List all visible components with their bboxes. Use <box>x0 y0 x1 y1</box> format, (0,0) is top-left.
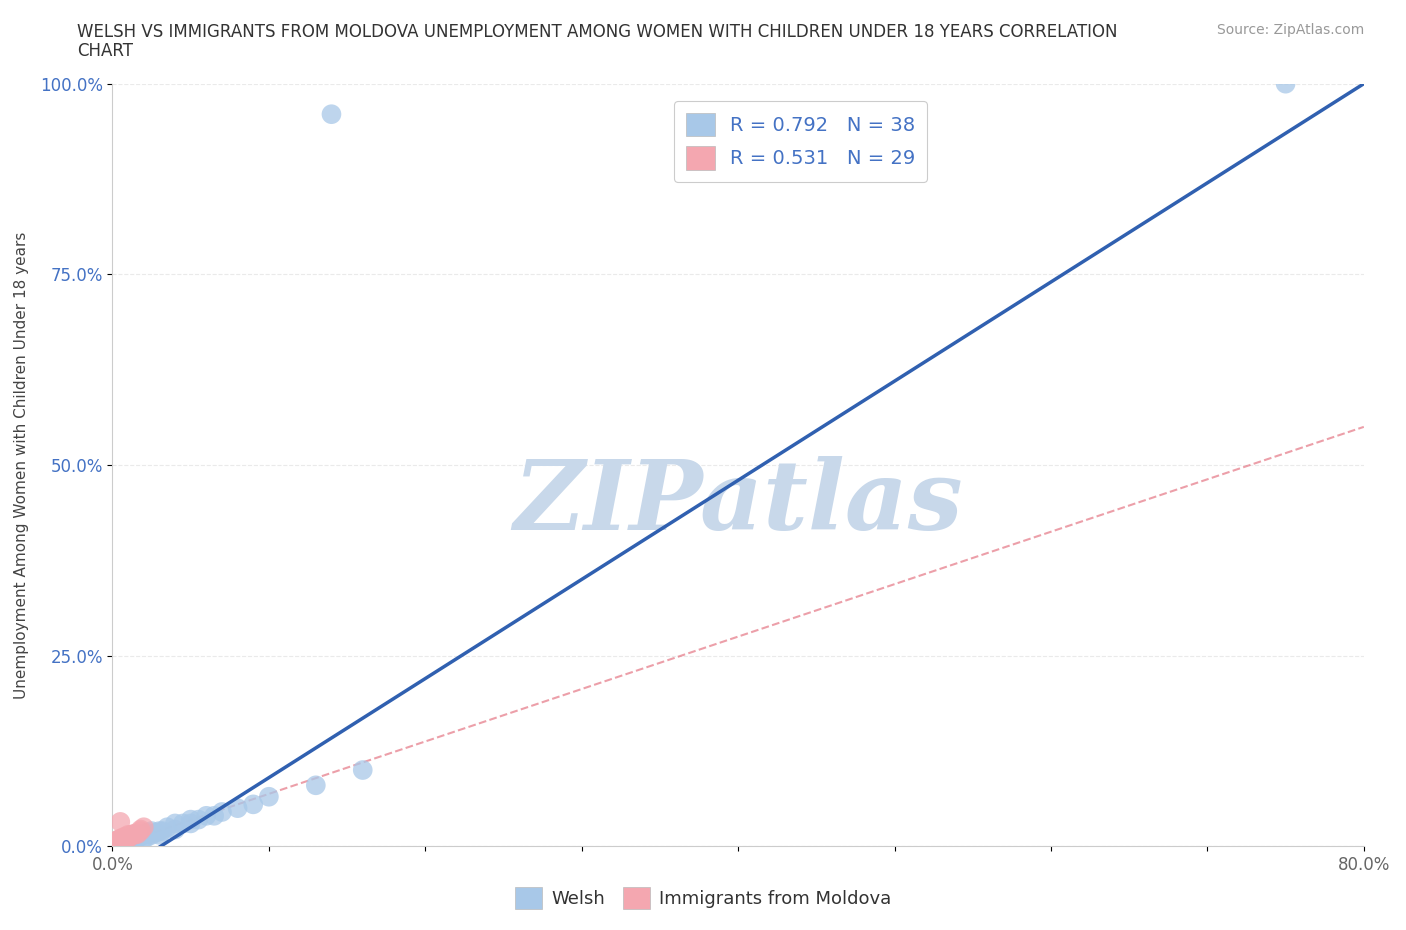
Point <box>132 828 155 843</box>
Point <box>132 831 155 846</box>
Point <box>117 832 139 847</box>
Point <box>112 830 135 844</box>
Point <box>115 829 138 844</box>
Point <box>118 829 141 844</box>
Point <box>148 828 170 843</box>
Point <box>111 832 134 847</box>
Point <box>121 830 143 844</box>
Point <box>129 824 152 839</box>
Point <box>163 822 186 837</box>
Point <box>110 834 132 849</box>
Point <box>110 832 132 847</box>
Point <box>187 812 209 827</box>
Point <box>180 816 202 830</box>
Point <box>111 831 134 846</box>
Text: WELSH VS IMMIGRANTS FROM MOLDOVA UNEMPLOYMENT AMONG WOMEN WITH CHILDREN UNDER 18: WELSH VS IMMIGRANTS FROM MOLDOVA UNEMPLO… <box>77 23 1118 41</box>
Point <box>107 833 129 848</box>
Point <box>110 831 132 846</box>
Point <box>115 831 138 846</box>
Point <box>195 808 218 823</box>
Point <box>117 831 139 846</box>
Point <box>352 763 374 777</box>
Point <box>257 790 280 804</box>
Point <box>114 830 136 844</box>
Point <box>129 828 152 843</box>
Point <box>321 107 343 122</box>
Point <box>1274 76 1296 91</box>
Point <box>132 820 155 835</box>
Point <box>117 831 139 846</box>
Point <box>156 820 179 835</box>
Point <box>145 825 167 840</box>
Point <box>117 828 139 843</box>
Point <box>135 830 157 844</box>
Point <box>305 777 328 792</box>
Y-axis label: Unemployment Among Women with Children Under 18 years: Unemployment Among Women with Children U… <box>14 232 28 698</box>
Point <box>125 828 148 843</box>
Point <box>128 830 150 844</box>
Point <box>211 804 233 819</box>
Point <box>110 832 132 847</box>
Point <box>242 797 264 812</box>
Point <box>141 828 163 843</box>
Point <box>112 832 135 847</box>
Point <box>110 815 132 830</box>
Point <box>180 812 202 827</box>
Point <box>226 801 249 816</box>
Point <box>107 832 129 847</box>
Point <box>141 824 163 839</box>
Point <box>129 822 152 837</box>
Point <box>110 835 132 850</box>
Point <box>148 824 170 839</box>
Point <box>121 827 143 842</box>
Text: ZIPatlas: ZIPatlas <box>513 456 963 551</box>
Point <box>117 830 139 844</box>
Point <box>105 834 128 849</box>
Point <box>125 831 148 846</box>
Point <box>104 835 127 850</box>
Point <box>120 831 142 846</box>
Point <box>120 828 142 843</box>
Point <box>105 832 128 847</box>
Point <box>127 827 149 842</box>
Text: CHART: CHART <box>77 42 134 60</box>
Point <box>202 808 225 823</box>
Point <box>135 825 157 840</box>
Legend: R = 0.792   N = 38, R = 0.531   N = 29: R = 0.792 N = 38, R = 0.531 N = 29 <box>673 101 928 181</box>
Point <box>152 824 174 839</box>
Point <box>114 831 136 846</box>
Point <box>112 834 135 849</box>
Point <box>163 816 186 830</box>
Legend: Welsh, Immigrants from Moldova: Welsh, Immigrants from Moldova <box>508 880 898 916</box>
Point <box>125 826 148 841</box>
Point <box>172 816 194 830</box>
Text: Source: ZipAtlas.com: Source: ZipAtlas.com <box>1216 23 1364 37</box>
Point <box>124 828 146 843</box>
